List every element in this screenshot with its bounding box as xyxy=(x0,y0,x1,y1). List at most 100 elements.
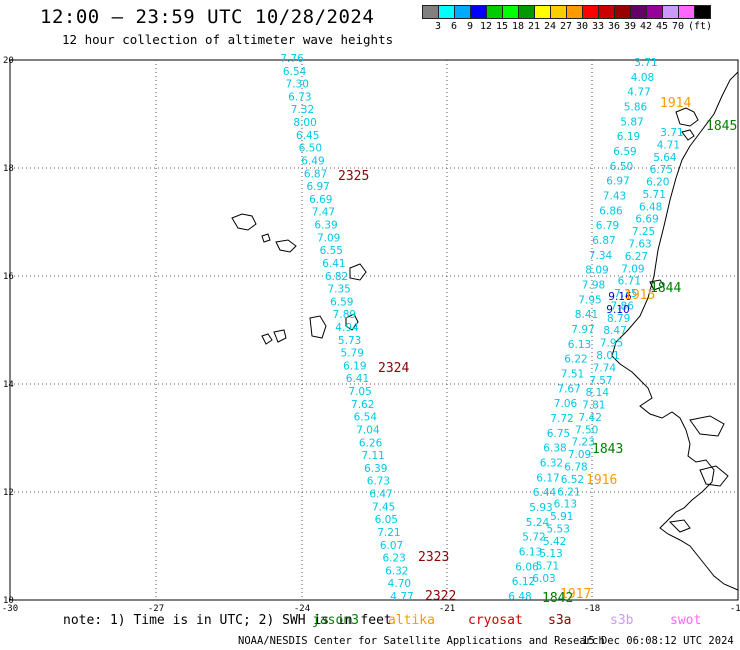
wave-height-value: 5.64 xyxy=(653,152,677,164)
wave-height-value: 4.77 xyxy=(627,87,650,99)
wave-height-value: 6.03 xyxy=(532,573,555,585)
wave-height-value: 6.26 xyxy=(359,437,383,449)
wave-height-value: 7.42 xyxy=(579,412,602,424)
wave-height-value: 6.48 xyxy=(639,201,662,213)
colorbar-label: 30 xyxy=(575,21,589,32)
wave-height-value: 6.97 xyxy=(606,176,629,188)
altimeter-tracks: 7.766.547.306.737.328.006.456.506.496.87… xyxy=(280,53,737,606)
wave-height-value: 5.79 xyxy=(341,348,364,360)
wave-height-value: 7.45 xyxy=(372,501,395,513)
pass-time-label: 2324 xyxy=(378,361,409,376)
colorbar-label: 36 xyxy=(607,21,621,32)
wave-height-value-high: 9.10 xyxy=(606,304,629,316)
wave-height-value: 7.76 xyxy=(280,53,304,65)
wave-height-value: 6.32 xyxy=(540,458,563,470)
cape-verde-islands xyxy=(231,213,367,345)
lat-tick-label: 20 xyxy=(3,56,14,66)
wave-height-value: 6.23 xyxy=(382,553,405,565)
wave-height-value: 7.95 xyxy=(578,294,601,306)
wave-height-value: 7.11 xyxy=(361,450,384,462)
wave-height-value: 7.30 xyxy=(286,79,309,91)
wave-height-value: 6.48 xyxy=(508,591,531,603)
lon-tick-label: -30 xyxy=(2,604,18,614)
wave-height-value-high: 9.16 xyxy=(608,291,632,303)
wave-height-value: 6.50 xyxy=(610,161,633,173)
wave-height-value: 8.47 xyxy=(603,325,626,337)
wave-height-value: 7.57 xyxy=(589,375,612,387)
wave-height-value: 6.41 xyxy=(346,373,369,385)
colorbar-label: 18 xyxy=(511,21,525,32)
wave-height-value: 7.43 xyxy=(603,191,626,203)
wave-height-value: 7.09 xyxy=(317,232,340,244)
wave-height-value: 7.05 xyxy=(348,386,371,398)
wave-height-value: 5.73 xyxy=(338,335,361,347)
pass-time-label: 2322 xyxy=(425,589,456,604)
wave-height-value: 5.53 xyxy=(547,523,570,535)
satellite-legend-cryosat: cryosat xyxy=(468,613,523,628)
wave-height-value: 4.71 xyxy=(657,139,680,151)
wave-height-value: 6.21 xyxy=(557,486,580,498)
colorbar-swatch xyxy=(694,5,711,19)
wave-height-value: 5.87 xyxy=(620,116,643,128)
wave-height-value: 8.79 xyxy=(607,313,630,325)
wave-height-value: 6.44 xyxy=(533,487,557,499)
wave-height-value: 6.59 xyxy=(330,296,353,308)
wave-height-value: 6.27 xyxy=(625,251,648,263)
colorbar-label: 21 xyxy=(527,21,541,32)
colorbar-label: 3 xyxy=(434,21,442,32)
map-title: 12:00 – 23:59 UTC 10/28/2024 xyxy=(40,6,375,28)
wave-height-value: 5.13 xyxy=(539,548,562,560)
wave-height-value: 6.32 xyxy=(385,565,408,577)
wave-height-value: 7.67 xyxy=(557,383,580,395)
wave-height-value: 6.22 xyxy=(564,354,587,366)
wave-height-value: 7.32 xyxy=(291,104,314,116)
wave-height-value: 7.21 xyxy=(377,527,400,539)
coastline-africa-detail xyxy=(649,107,729,533)
pass-time-label: 2325 xyxy=(338,169,369,184)
wave-height-value: 4.70 xyxy=(388,578,411,590)
wave-height-value: 7.62 xyxy=(351,399,374,411)
wave-height-value: 7.51 xyxy=(561,369,584,381)
wave-height-value: 7.04 xyxy=(356,424,380,436)
wave-height-value: 6.06 xyxy=(515,561,539,573)
wave-height-value: 4.94 xyxy=(335,322,359,334)
colorbar-label: 9 xyxy=(466,21,474,32)
lon-tick-label: -18 xyxy=(584,604,600,614)
colorbar-label: 27 xyxy=(559,21,573,32)
wave-height-value: 7.95 xyxy=(600,338,623,350)
footer-note: note: 1) Time is in UTC; 2) SWH is in fe… xyxy=(63,613,392,628)
wave-height-value: 7.23 xyxy=(571,437,594,449)
wave-height-value: 6.97 xyxy=(306,181,329,193)
wave-height-value: 7.97 xyxy=(571,324,594,336)
wave-height-value: 7.09 xyxy=(621,263,644,275)
lon-tick-label: -15 xyxy=(730,604,740,614)
wave-height-value: 7.98 xyxy=(582,280,605,292)
wave-height-value: 6.69 xyxy=(635,214,658,226)
satellite-legend-s3a: s3a xyxy=(548,613,572,628)
wave-height-value: 7.35 xyxy=(614,288,637,300)
wave-height-value: 5.72 xyxy=(522,532,545,544)
satellite-legend-swot: swot xyxy=(670,613,702,628)
wave-height-value: 8.00 xyxy=(293,117,316,129)
colorbar-label: 45 xyxy=(655,21,669,32)
wave-height-value: 5.24 xyxy=(526,517,550,529)
colorbar-label: 42 xyxy=(639,21,653,32)
wave-height-value: 6.19 xyxy=(343,360,366,372)
wave-height-value: 6.73 xyxy=(288,91,311,103)
colorbar-label: 15 xyxy=(495,21,509,32)
lon-tick-label: -24 xyxy=(294,604,310,614)
satellite-legend-jason3: jason3 xyxy=(312,613,359,628)
pass-time-label: 1842 xyxy=(542,591,573,606)
wave-height-value: 7.86 xyxy=(611,300,635,312)
pass-time-label: 1914 xyxy=(660,96,691,111)
satellite-legend-altika: altika xyxy=(388,613,435,628)
wave-height-value: 8.09 xyxy=(585,265,608,277)
footer-timestamp: 15 Dec 06:08:12 UTC 2024 xyxy=(582,635,734,647)
wave-height-value: 6.69 xyxy=(309,194,332,206)
wave-height-value: 3.71 xyxy=(660,127,683,139)
wave-height-value: 6.87 xyxy=(592,235,615,247)
wave-height-value: 6.39 xyxy=(314,220,337,232)
wave-height-value: 6.20 xyxy=(646,177,669,189)
pass-time-label: 1844 xyxy=(650,281,681,296)
